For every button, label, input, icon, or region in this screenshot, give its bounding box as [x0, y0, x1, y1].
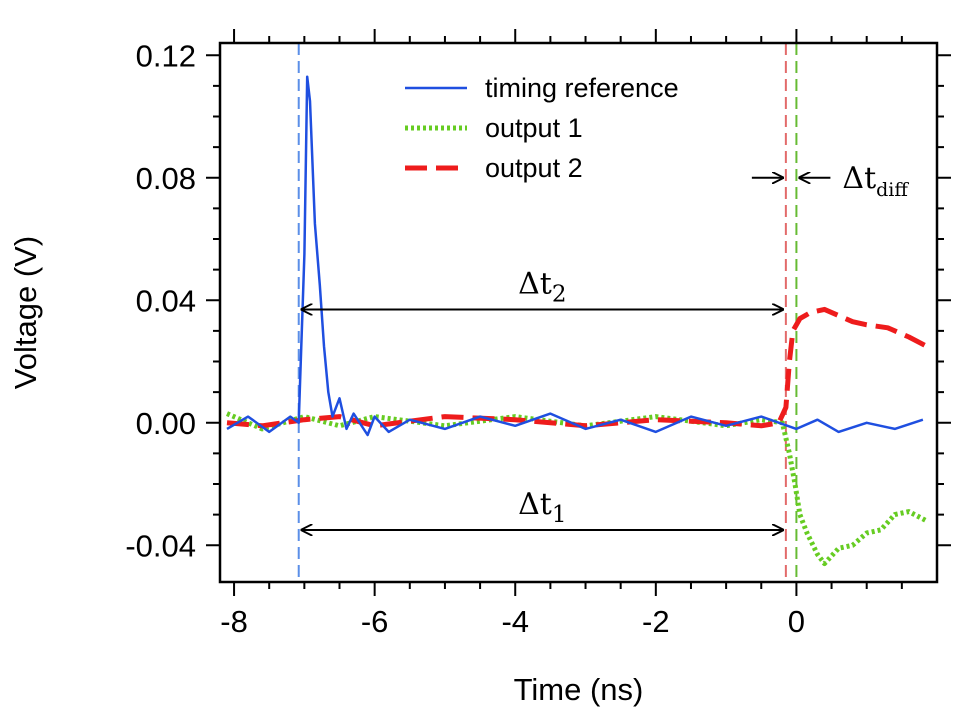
- annotations: Δt2 Δt1 Δtdiff: [300, 161, 909, 530]
- legend: timing reference output 1 output 2: [405, 73, 679, 183]
- y-axis-title: Voltage (V): [8, 236, 43, 389]
- series-line-timing-reference: [226, 75, 924, 437]
- x-tick-label: 0: [788, 604, 805, 639]
- x-axis-title: Time (ns): [514, 672, 644, 707]
- delta-t2-label: Δt2: [518, 266, 566, 307]
- delta-t1-label: Δt1: [518, 487, 566, 528]
- y-tick-label: 0.00: [136, 406, 196, 441]
- y-tick-label: 0.08: [136, 161, 196, 196]
- y-tick-label: 0.12: [136, 38, 196, 73]
- x-tick-label: -8: [220, 604, 248, 639]
- x-tick-label: -6: [361, 604, 389, 639]
- series-line-output-2: [226, 306, 928, 429]
- axis-ticks: -8 -6 -4 -2 0 -0.04 0.00 0.04 0.08 0.12: [125, 29, 951, 639]
- series-line-output-1: [226, 411, 928, 567]
- y-tick-label: 0.04: [136, 283, 196, 318]
- legend-label-output-1: output 1: [485, 113, 583, 143]
- legend-label-timing-reference: timing reference: [485, 73, 679, 103]
- plot-frame: [218, 41, 939, 584]
- x-tick-label: -2: [642, 604, 670, 639]
- legend-label-output-2: output 2: [485, 153, 583, 183]
- y-tick-label: -0.04: [125, 528, 196, 563]
- x-tick-label: -4: [501, 604, 529, 639]
- delta-t-diff-label: Δtdiff: [842, 161, 909, 201]
- series-lines: [226, 75, 928, 567]
